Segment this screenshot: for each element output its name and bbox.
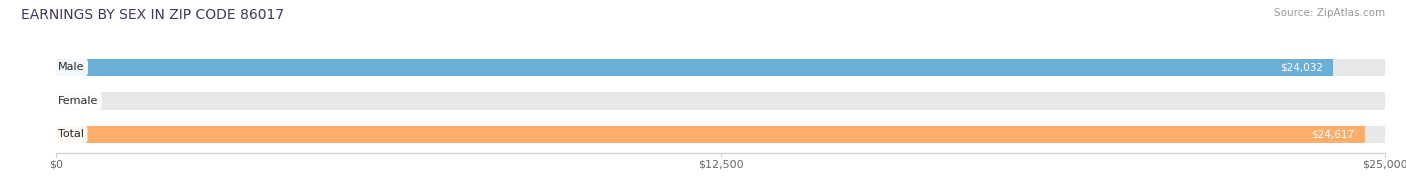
Bar [56, 92, 1385, 110]
Text: Male: Male [58, 63, 84, 73]
Text: $0: $0 [72, 96, 86, 106]
Bar [56, 59, 1385, 76]
Bar [56, 59, 1333, 76]
Bar [56, 126, 1365, 143]
Text: EARNINGS BY SEX IN ZIP CODE 86017: EARNINGS BY SEX IN ZIP CODE 86017 [21, 8, 284, 22]
Bar [56, 126, 1385, 143]
Text: $24,617: $24,617 [1310, 129, 1354, 139]
Text: Source: ZipAtlas.com: Source: ZipAtlas.com [1274, 8, 1385, 18]
Text: $24,032: $24,032 [1279, 63, 1323, 73]
Text: Female: Female [58, 96, 98, 106]
Text: Total: Total [58, 129, 83, 139]
